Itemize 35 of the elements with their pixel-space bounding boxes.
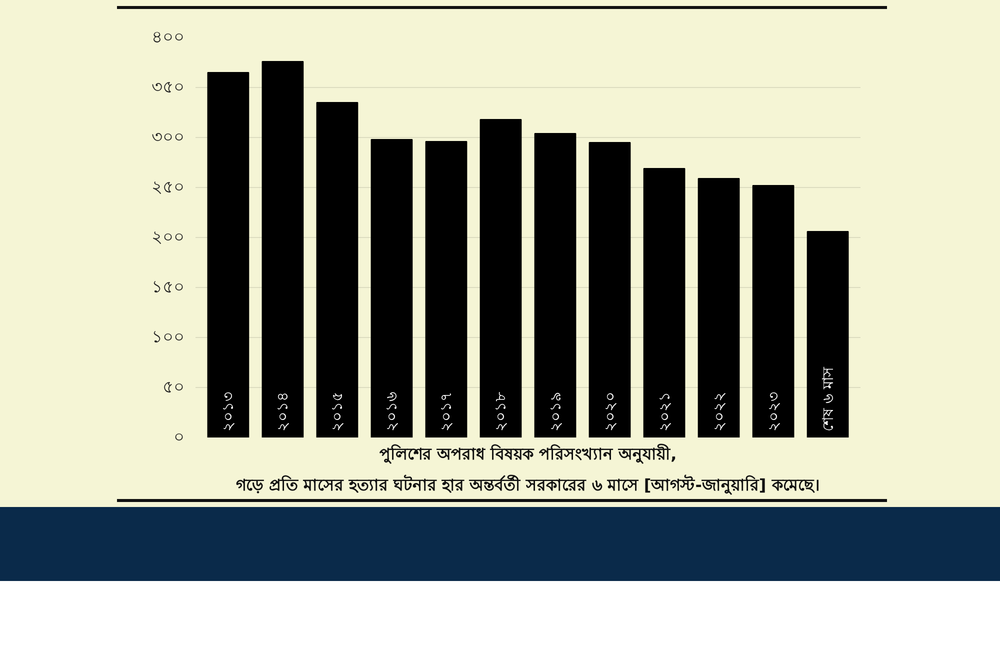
x-tick-label: শেষ ৬ মাস — [818, 366, 837, 432]
text: পুলিশের অপরাধ বিষয়ক পরিসংখ্যান অনুযায়ী, — [379, 444, 677, 464]
bar — [534, 133, 576, 438]
y-tick-label: ১০০ — [152, 328, 184, 348]
bar — [425, 141, 468, 438]
bar — [262, 61, 304, 438]
bar — [370, 139, 413, 438]
y-tick-label: ৪০০ — [152, 28, 184, 48]
y-tick-label: ২০০ — [152, 228, 184, 248]
x-tick-label: ২০১৩ — [219, 392, 238, 432]
x-tick-label: ২০২০ — [600, 392, 619, 432]
y-tick-label: ২৫০ — [152, 178, 184, 198]
y-tick-label: ৩০০ — [152, 128, 184, 148]
x-tick-label: ২০১৫ — [328, 392, 346, 432]
bar — [806, 231, 849, 438]
x-tick-label: ২০১৭ — [437, 392, 456, 432]
y-tick-label: ৫০ — [162, 378, 184, 398]
x-tick-label: ২০১৯ — [546, 392, 564, 432]
bar — [207, 72, 250, 438]
bar — [588, 142, 631, 438]
bar — [643, 168, 686, 438]
x-tick-label: ২০১৮ — [492, 392, 510, 432]
bar — [480, 119, 522, 438]
y-tick-label: ১৫০ — [152, 278, 184, 298]
x-tick-label: ২০১৬ — [382, 392, 401, 432]
x-tick-label: ২০২৩ — [764, 392, 782, 432]
bar — [316, 102, 358, 438]
text: গড়ে প্রতি মাসের হত্যার ঘটনার হার অন্তর্বর্তী সরকারের ৬ মাসে [আগস্ট-জানুয়ারি] কমেছে। — [236, 474, 820, 496]
bar — [698, 178, 740, 438]
y-tick-label: ০ — [174, 428, 184, 448]
bar — [752, 185, 794, 438]
x-tick-label: ২০২২ — [710, 392, 728, 432]
x-tick-label: ২০১৪ — [274, 392, 292, 432]
x-tick-label: ২০২১ — [655, 392, 674, 432]
y-tick-label: ৩৫০ — [152, 78, 184, 98]
